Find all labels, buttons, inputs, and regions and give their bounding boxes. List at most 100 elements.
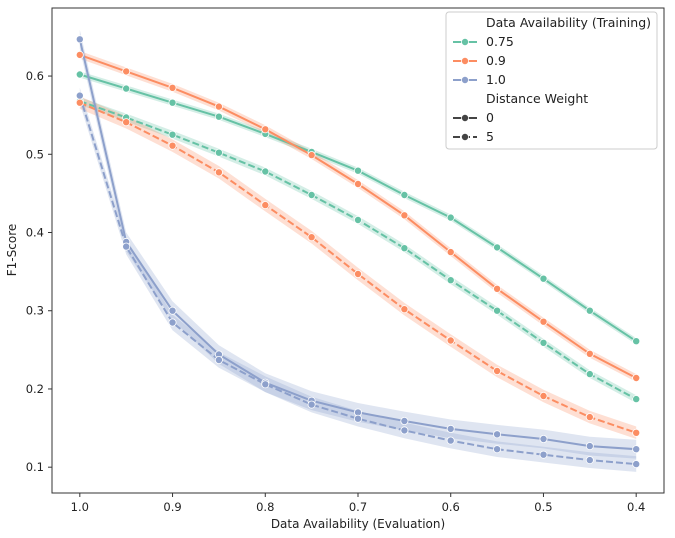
legend-label-0.75: 0.75	[486, 34, 514, 49]
data-point-1.0-w5-6	[353, 414, 362, 423]
data-point-0.75-w5-8	[446, 276, 455, 285]
data-point-0.75-w5-2	[168, 130, 177, 139]
data-point-1.0-w0-11	[585, 442, 594, 451]
data-point-0.9-w0-9	[493, 284, 502, 293]
y-tick-label: 0.1	[26, 460, 44, 474]
data-point-0.9-w5-2	[168, 141, 177, 150]
legend-marker-0.75	[460, 38, 469, 47]
data-point-0.75-w5-7	[400, 244, 409, 253]
data-point-0.9-w0-7	[400, 211, 409, 220]
data-point-0.75-w0-9	[493, 243, 502, 252]
data-point-1.0-w5-9	[493, 445, 502, 454]
legend-label-1.0: 1.0	[486, 72, 506, 87]
legend-style-title: Distance Weight	[486, 91, 588, 106]
x-axis-ticks: 1.0 0.9 0.8 0.7 0.6 0.5 0.4	[71, 493, 645, 514]
data-point-1.0-w5-2	[168, 318, 177, 327]
data-point-0.75-w5-10	[539, 338, 548, 347]
legend: Data Availability (Training) 0.750.91.0 …	[445, 11, 658, 150]
data-point-1.0-w0-12	[632, 445, 641, 454]
data-point-0.9-w5-9	[493, 366, 502, 375]
data-point-1.0-w5-1	[122, 242, 131, 251]
data-point-0.75-w5-5	[307, 190, 316, 199]
data-point-1.0-w0-10	[539, 434, 548, 443]
data-point-0.75-w0-10	[539, 274, 548, 283]
ci-band-0.9-w0	[79, 51, 637, 382]
data-point-0.75-w5-12	[632, 395, 641, 404]
data-point-0.9-w5-7	[400, 305, 409, 314]
data-point-0.9-w0-3	[214, 102, 223, 111]
data-point-0.75-w0-7	[400, 190, 409, 199]
data-point-0.9-w5-3	[214, 168, 223, 177]
data-point-0.9-w5-12	[632, 428, 641, 437]
data-point-1.0-w5-7	[400, 426, 409, 435]
x-tick-label: 0.8	[256, 500, 274, 514]
data-point-0.9-w5-0	[75, 98, 84, 107]
data-point-1.0-w5-11	[585, 456, 594, 465]
series-markers	[75, 35, 641, 469]
y-tick-label: 0.4	[26, 226, 44, 240]
data-point-0.9-w5-5	[307, 233, 316, 242]
x-tick-label: 0.6	[442, 500, 460, 514]
data-point-0.75-w5-3	[214, 148, 223, 157]
data-point-1.0-w0-0	[75, 35, 84, 44]
data-point-0.75-w0-11	[585, 306, 594, 315]
data-point-0.9-w0-11	[585, 349, 594, 358]
data-point-0.9-w0-1	[122, 67, 131, 76]
legend-label-weight-5: 5	[486, 129, 494, 144]
data-point-1.0-w0-2	[168, 306, 177, 315]
data-point-0.9-w5-10	[539, 391, 548, 400]
data-point-0.75-w0-2	[168, 98, 177, 107]
x-tick-label: 0.5	[534, 500, 552, 514]
data-point-0.9-w0-4	[261, 125, 270, 134]
data-point-0.75-w0-0	[75, 70, 84, 79]
legend-marker-0.9	[460, 57, 469, 66]
data-point-0.75-w0-3	[214, 112, 223, 121]
data-point-1.0-w0-9	[493, 430, 502, 439]
x-tick-label: 1.0	[71, 500, 89, 514]
data-point-1.0-w5-0	[75, 91, 84, 100]
data-point-0.9-w0-0	[75, 50, 84, 59]
legend-label-0.9: 0.9	[486, 53, 506, 68]
legend-hue-title: Data Availability (Training)	[486, 15, 651, 30]
data-point-1.0-w5-3	[214, 355, 223, 364]
data-point-0.9-w5-11	[585, 413, 594, 422]
data-point-0.9-w5-6	[353, 269, 362, 278]
data-point-0.9-w0-6	[353, 179, 362, 188]
data-point-1.0-w5-12	[632, 460, 641, 469]
data-point-0.9-w5-4	[261, 201, 270, 210]
x-tick-label: 0.4	[627, 500, 645, 514]
data-point-0.9-w0-12	[632, 373, 641, 382]
data-point-0.75-w0-6	[353, 166, 362, 175]
data-point-1.0-w5-10	[539, 450, 548, 459]
x-tick-label: 0.9	[163, 500, 181, 514]
ci-band-0.9-w5	[79, 96, 637, 440]
y-axis-ticks: 0.1 0.2 0.3 0.4 0.5 0.6	[26, 69, 52, 474]
data-point-0.9-w0-8	[446, 248, 455, 257]
data-point-0.75-w5-11	[585, 370, 594, 379]
legend-marker-weight-5	[460, 132, 469, 141]
y-tick-label: 0.3	[26, 304, 44, 318]
y-tick-label: 0.5	[26, 147, 44, 161]
data-point-1.0-w5-8	[446, 436, 455, 445]
data-point-0.75-w0-1	[122, 84, 131, 93]
data-point-1.0-w5-4	[261, 380, 270, 389]
data-point-0.9-w0-2	[168, 83, 177, 92]
data-point-0.9-w0-10	[539, 317, 548, 326]
data-point-0.75-w5-9	[493, 306, 502, 315]
data-point-1.0-w0-8	[446, 424, 455, 433]
data-point-0.9-w0-5	[307, 151, 316, 160]
data-point-0.9-w5-1	[122, 118, 131, 127]
data-point-1.0-w5-5	[307, 400, 316, 409]
data-point-0.9-w5-8	[446, 336, 455, 345]
data-point-0.75-w5-4	[261, 167, 270, 176]
y-axis-label: F1-Score	[5, 224, 19, 276]
legend-marker-weight-0	[460, 114, 469, 123]
data-point-0.75-w5-6	[353, 215, 362, 224]
y-tick-label: 0.6	[26, 69, 44, 83]
x-axis-label: Data Availability (Evaluation)	[271, 517, 445, 531]
x-tick-label: 0.7	[349, 500, 367, 514]
legend-box	[445, 11, 658, 150]
data-point-0.75-w0-8	[446, 213, 455, 222]
legend-label-weight-0: 0	[486, 110, 494, 125]
